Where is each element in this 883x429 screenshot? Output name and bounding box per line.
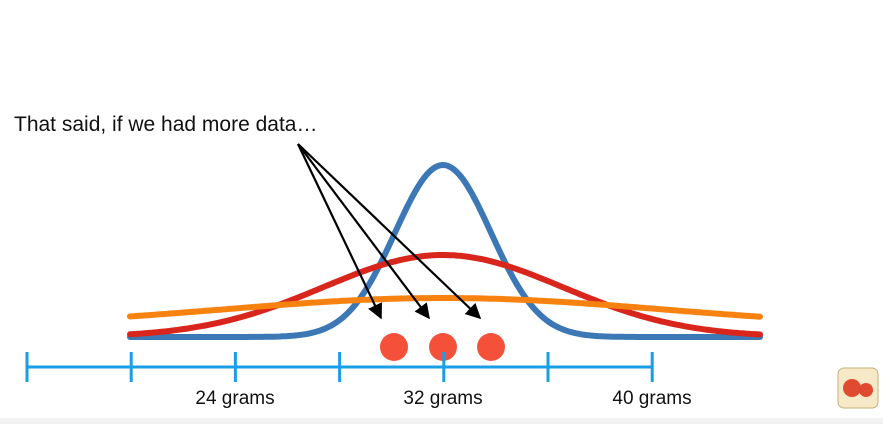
data-points (380, 333, 505, 361)
arrow (297, 143, 430, 320)
logo-mark (843, 379, 861, 397)
logo-mark (859, 383, 873, 397)
narrow-curve (127, 161, 763, 340)
data-point (429, 333, 457, 361)
arrow (297, 143, 482, 320)
medium-curve (127, 252, 763, 338)
logo (837, 367, 879, 409)
data-point (477, 333, 505, 361)
axis-label: 32 grams (403, 388, 482, 409)
number-line (25, 352, 654, 382)
curves (127, 161, 763, 340)
axis-label: 40 grams (612, 388, 691, 409)
arrows (297, 143, 482, 320)
wide-curve (127, 295, 763, 320)
annotation: That said, if we had more data… (14, 113, 318, 136)
arrow (297, 143, 382, 320)
data-point (380, 333, 408, 361)
footer-bar (0, 418, 883, 424)
axis-label: 24 grams (195, 388, 274, 409)
